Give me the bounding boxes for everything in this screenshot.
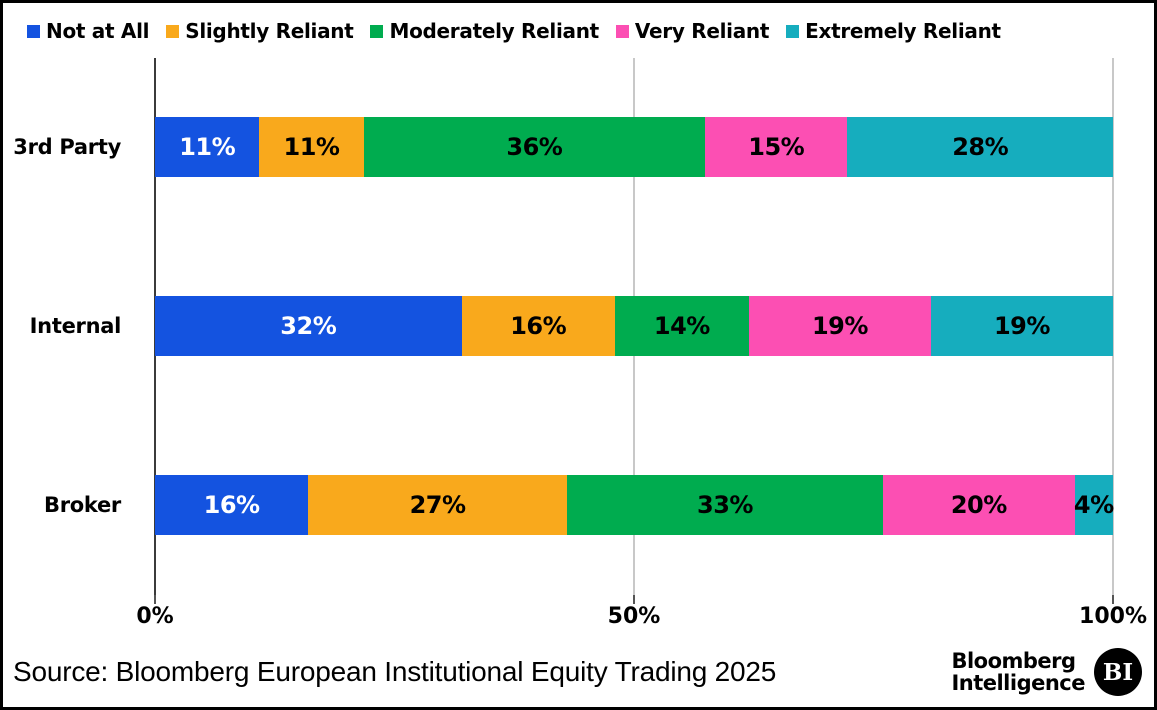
bi-badge-icon: BI — [1094, 648, 1142, 696]
bar-segment-extremely-reliant: 4% — [1073, 475, 1114, 536]
legend-item-extremely-reliant: Extremely Reliant — [786, 19, 1001, 43]
segment-value-label: 15% — [748, 133, 805, 162]
legend-swatch-icon — [370, 24, 384, 38]
bar-segment-not-at-all: 32% — [155, 296, 462, 357]
bar-segment-moderately-reliant: 33% — [566, 475, 884, 536]
legend-item-not-at-all: Not at All — [27, 19, 150, 43]
bar-segment-extremely-reliant: 19% — [930, 296, 1113, 357]
bar-segment-very-reliant: 15% — [705, 117, 848, 178]
legend-label: Not at All — [46, 19, 150, 43]
bar-segment-slightly-reliant: 11% — [259, 117, 364, 178]
x-axis-tick-label: 50% — [607, 604, 661, 629]
legend-swatch-icon — [615, 24, 629, 38]
segment-value-label: 11% — [179, 133, 236, 162]
axis-tick — [633, 595, 635, 604]
legend-swatch-icon — [166, 24, 180, 38]
bar-segment-very-reliant: 19% — [748, 296, 931, 357]
bar-segment-extremely-reliant: 28% — [847, 117, 1113, 178]
source-text: Source: Bloomberg European Institutional… — [13, 656, 777, 687]
segment-value-label: 28% — [952, 133, 1009, 162]
segment-value-label: 20% — [950, 491, 1007, 520]
gridline — [1112, 58, 1114, 595]
x-axis: 0% 50% 100% — [136, 604, 1147, 638]
stacked-bar: 11% 11% 36% 15% 28% — [155, 117, 1113, 178]
bar-segment-not-at-all: 16% — [155, 475, 309, 536]
bloomberg-intelligence-logo: Bloomberg Intelligence BI — [951, 648, 1142, 696]
legend-label: Extremely Reliant — [805, 19, 1001, 43]
legend-item-very-reliant: Very Reliant — [615, 19, 770, 43]
legend-item-moderately-reliant: Moderately Reliant — [370, 19, 599, 43]
logo-line-1: Bloomberg — [951, 649, 1076, 673]
segment-value-label: 11% — [283, 133, 340, 162]
legend: Not at All Slightly Reliant Moderately Rel… — [27, 16, 1144, 46]
segment-value-label: 27% — [409, 491, 466, 520]
bar-segment-not-at-all: 11% — [155, 117, 260, 178]
x-axis-tick-label: 0% — [136, 604, 174, 629]
bloomberg-intelligence-wordmark: Bloomberg Intelligence — [951, 650, 1085, 694]
footer: Source: Bloomberg European Institutional… — [13, 643, 1142, 701]
legend-label: Very Reliant — [634, 19, 770, 43]
legend-swatch-icon — [27, 24, 40, 38]
axis-tick — [154, 595, 156, 604]
segment-value-label: 16% — [510, 312, 567, 341]
segment-value-label: 19% — [993, 312, 1050, 341]
bar-row-broker: Broker 16% 27% 33% 20% 4% — [44, 416, 1114, 595]
segment-value-label: 19% — [811, 312, 868, 341]
bar-segment-slightly-reliant: 16% — [461, 296, 615, 357]
category-label: 3rd Party — [13, 135, 121, 160]
category-label: Internal — [29, 314, 122, 339]
segment-value-label: 4% — [1073, 491, 1114, 520]
segment-value-label: 36% — [506, 133, 563, 162]
bar-segment-slightly-reliant: 27% — [308, 475, 567, 536]
segment-value-label: 33% — [697, 491, 753, 520]
axis-tick — [1112, 595, 1114, 604]
plot-area: 3rd Party 11% 11% 36% 15% 28% Internal 32% 16% 14… — [13, 58, 1114, 604]
bar-segment-moderately-reliant: 14% — [614, 296, 749, 357]
segment-value-label: 32% — [280, 312, 337, 341]
legend-label: Moderately Reliant — [389, 19, 599, 43]
category-label: Broker — [44, 493, 121, 518]
segment-value-label: 14% — [653, 312, 710, 341]
bar-segment-moderately-reliant: 36% — [363, 117, 706, 178]
bar-segment-very-reliant: 20% — [883, 475, 1075, 536]
stacked-bar: 16% 27% 33% 20% 4% — [155, 475, 1114, 536]
legend-swatch-icon — [786, 24, 800, 38]
stacked-bar: 32% 16% 14% 19% 19% — [155, 296, 1113, 357]
logo-line-2: Intelligence — [951, 671, 1085, 695]
bar-rows: 3rd Party 11% 11% 36% 15% 28% Internal 32% 16% 14… — [13, 58, 1114, 595]
bar-row-3rd-party: 3rd Party 11% 11% 36% 15% 28% — [13, 58, 1113, 237]
segment-value-label: 16% — [203, 491, 260, 520]
legend-item-slightly-reliant: Slightly Reliant — [166, 19, 354, 43]
bar-row-internal: Internal 32% 16% 14% 19% 19% — [30, 237, 1113, 416]
x-axis-tick-label: 100% — [1079, 604, 1147, 629]
legend-label: Slightly Reliant — [185, 19, 354, 43]
